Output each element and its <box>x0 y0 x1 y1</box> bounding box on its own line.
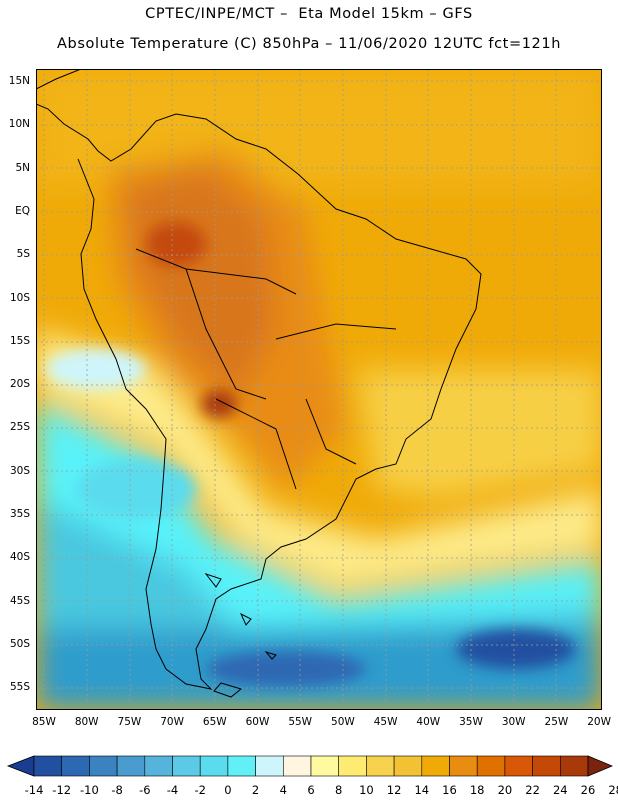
lon-label: 40W <box>416 716 441 728</box>
lon-label: 80W <box>74 716 99 728</box>
colorbar-swatch <box>116 755 146 777</box>
lat-label: 15N <box>8 75 30 87</box>
lat-label: EQ <box>15 204 30 217</box>
lat-label: 15S <box>9 334 30 347</box>
lat-label: 5S <box>16 248 30 261</box>
colorbar-swatch <box>227 755 256 777</box>
colorbar-swatch <box>532 755 561 777</box>
colorbar-swatch <box>559 755 589 777</box>
colorbar-label: -8 <box>111 783 123 797</box>
colorbar-label: 16 <box>442 783 457 797</box>
lat-label: 25S <box>9 421 30 434</box>
colorbar-label: 10 <box>359 783 374 797</box>
colorbar-label: 4 <box>279 783 287 797</box>
colorbar-swatch <box>144 755 173 777</box>
lon-label: 65W <box>202 716 227 728</box>
colorbar-arrow-right <box>587 755 614 777</box>
lon-label: 35W <box>459 716 483 728</box>
lon-label: 50W <box>331 716 355 728</box>
temperature-map <box>36 69 602 710</box>
colorbar-swatch <box>338 755 367 777</box>
colorbar-label: 22 <box>525 783 540 797</box>
colorbar-label: -10 <box>79 783 99 797</box>
colorbar-swatch <box>282 755 312 777</box>
lat-label: 50S <box>9 637 30 650</box>
lat-label: 35S <box>9 508 30 520</box>
colorbar-label: 24 <box>552 783 568 797</box>
colorbar-arrow-left <box>6 755 35 777</box>
colorbar-label: 14 <box>414 783 430 797</box>
colorbar-swatch <box>310 755 340 777</box>
colorbar-label: -14 <box>24 783 44 797</box>
colorbar-label: -6 <box>139 783 151 797</box>
title-line-2: Absolute Temperature (C) 850hPa – 11/06/… <box>57 36 561 52</box>
lon-label: 75W <box>117 716 142 728</box>
lon-label: 30W <box>501 716 526 728</box>
colorbar-swatch <box>199 755 229 777</box>
colorbar-svg <box>6 755 614 777</box>
colorbar-swatch <box>366 755 395 777</box>
lon-label: 55W <box>288 716 313 728</box>
map-border <box>36 69 602 710</box>
lat-label: 40S <box>9 551 30 564</box>
detail-field <box>46 222 576 687</box>
colorbar-swatch <box>393 755 423 777</box>
lat-label: 5N <box>15 161 30 174</box>
lat-label: 20S <box>9 378 30 391</box>
colorbar-swatch <box>33 755 63 777</box>
colorbar-swatch <box>61 755 90 777</box>
colorbar-label: -2 <box>194 783 206 797</box>
colorbar-label: 12 <box>386 783 402 797</box>
colorbar-label: 20 <box>497 783 513 797</box>
colorbar-swatch <box>89 755 118 777</box>
lat-label: 10N <box>8 118 30 131</box>
lat-label: 10S <box>9 291 30 304</box>
colorbar-label: 6 <box>307 783 315 797</box>
title-line-1: CPTEC/INPE/MCT – Eta Model 15km – GFS <box>145 6 473 22</box>
colorbar-swatch <box>476 755 506 777</box>
coastlines <box>36 69 482 698</box>
lon-label: 20W <box>587 716 611 728</box>
colorbar: -14 -12 -10 -8 -6 -4 -2 0 2 4 6 8 10 12 14 16 18 20 22 24 26… <box>0 748 618 800</box>
colorbar-label: 26 <box>580 783 596 797</box>
colorbar-label: -12 <box>52 783 72 797</box>
lat-label: 55S <box>9 681 30 694</box>
colorbar-label: 0 <box>224 783 232 797</box>
colorbar-label: 2 <box>251 783 260 797</box>
lon-label: 70W <box>160 716 184 728</box>
temperature-field <box>36 69 602 710</box>
colorbar-swatch <box>504 755 533 777</box>
colorbar-swatch <box>172 755 201 777</box>
colorbar-label: 28 <box>608 783 618 797</box>
colorbar-swatch <box>421 755 450 777</box>
lon-label: 45W <box>373 716 398 728</box>
lon-label: 60W <box>245 716 270 728</box>
lon-label: 85W <box>32 716 56 728</box>
colorbar-label: 18 <box>469 783 485 797</box>
lat-label: 30S <box>9 464 30 477</box>
lon-label: 25W <box>544 716 569 728</box>
colorbar-swatch <box>255 755 284 777</box>
graticule <box>36 69 602 710</box>
colorbar-label: -4 <box>166 783 179 797</box>
colorbar-label: 8 <box>335 783 343 797</box>
map-svg <box>36 69 602 710</box>
lat-label: 45S <box>9 594 30 607</box>
colorbar-swatch <box>449 755 478 777</box>
